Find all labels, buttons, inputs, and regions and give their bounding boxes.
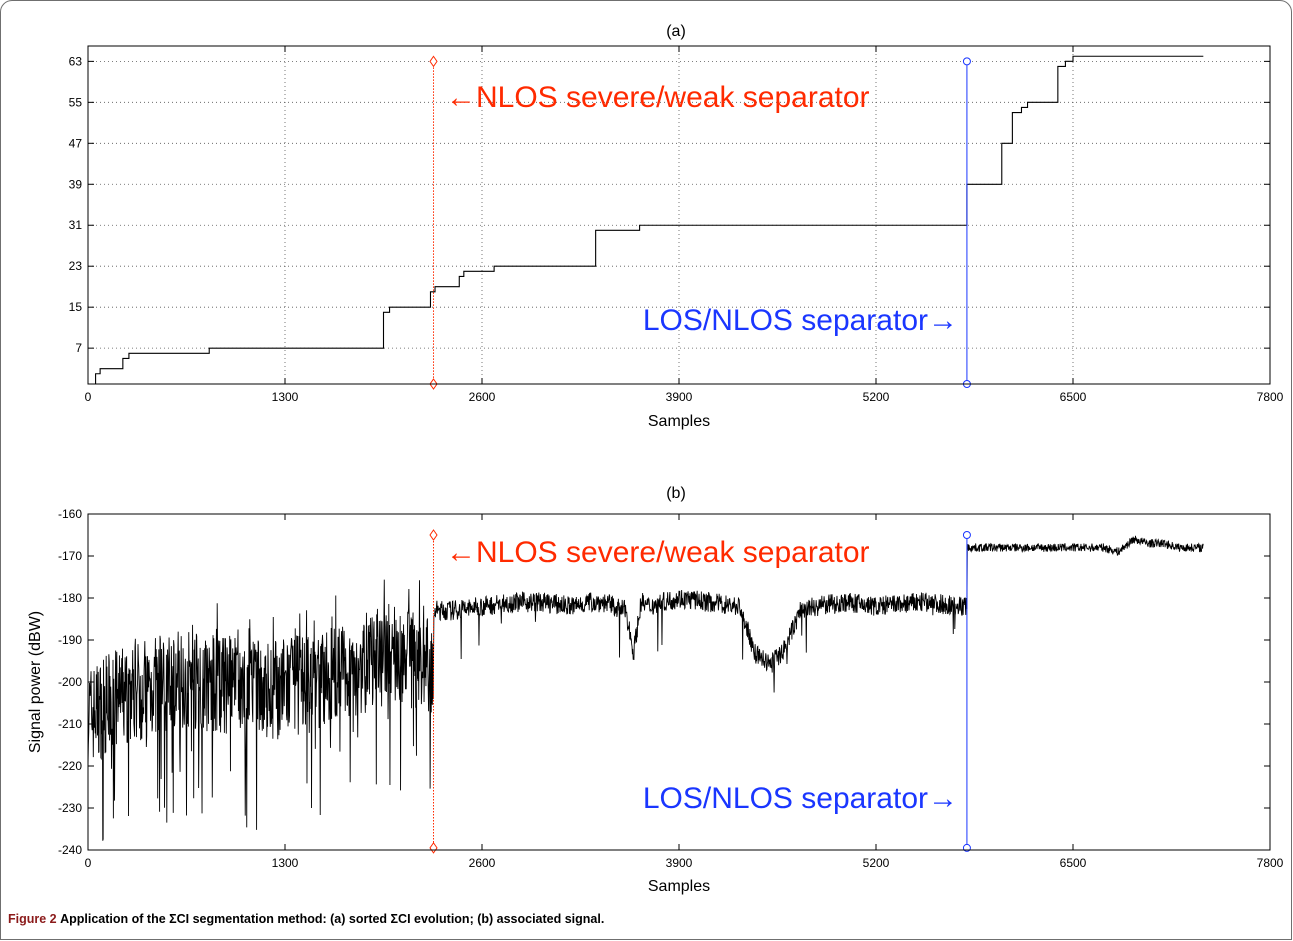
separator-marker-circle [962, 531, 971, 539]
x-tick-label: 1300 [272, 390, 299, 404]
series-line-0 [88, 55, 1204, 385]
figure-caption-label: Figure 2 [8, 912, 57, 926]
y-tick-label: -200 [58, 675, 82, 689]
y-tick-label: 23 [69, 259, 83, 273]
y-tick-label: -190 [58, 633, 82, 647]
panel-b: (b) 0 1300 2600 3900 5200 6500 7800 -240-230-2… [27, 485, 1284, 895]
y-tick-label: 63 [69, 54, 83, 68]
panel-b-y-label: Signal power (dBW) [27, 611, 44, 753]
panel-a: (a) 0 1300 2600 3900 5200 6500 7800 7 15 23 31 39 4… [69, 23, 1284, 430]
panel-b-title: (b) [666, 485, 686, 502]
panel-b-nlos-separator-label: ←NLOS severe/weak separator [446, 536, 870, 569]
separator-marker-diamond [429, 529, 438, 541]
x-tick-label: 6500 [1060, 390, 1087, 404]
y-tick-label: 39 [69, 177, 83, 191]
x-tick-label: 3900 [666, 390, 693, 404]
y-tick-label: -210 [58, 717, 82, 731]
panel-b-los-separator-label: LOS/NLOS separator→ [643, 782, 958, 815]
y-tick-label: 55 [69, 95, 83, 109]
panel-b-x-ticks: 0 1300 2600 3900 5200 6500 7800 [85, 514, 1284, 870]
separator-marker-circle [962, 57, 971, 66]
x-tick-label: 0 [85, 390, 92, 404]
x-tick-label: 0 [85, 856, 92, 870]
panel-b-series [87, 535, 1204, 841]
x-tick-label: 2600 [469, 390, 496, 404]
panel-a-x-label: Samples [648, 413, 710, 430]
x-tick-label: 2600 [469, 856, 496, 870]
figure-caption-text: Application of the ΣCI segmentation meth… [60, 912, 605, 926]
y-tick-label: -220 [58, 759, 82, 773]
separator-marker-diamond [429, 842, 438, 854]
x-tick-label: 3900 [666, 856, 693, 870]
y-tick-label: -180 [58, 591, 82, 605]
panel-a-los-separator-label: LOS/NLOS separator→ [643, 304, 958, 337]
y-tick-label: -230 [58, 801, 82, 815]
panel-b-x-label: Samples [648, 878, 710, 895]
y-tick-label: -240 [58, 843, 82, 857]
x-tick-label: 7800 [1257, 390, 1284, 404]
series-line-0 [87, 535, 1204, 841]
y-tick-label: 15 [69, 300, 83, 314]
panel-a-series [88, 55, 1204, 385]
x-tick-label: 5200 [863, 856, 890, 870]
y-tick-label: 31 [69, 218, 83, 232]
panel-a-x-ticks: 0 1300 2600 3900 5200 6500 7800 [85, 46, 1284, 404]
y-tick-label: 47 [69, 136, 83, 150]
figure-svg: (a) 0 1300 2600 3900 5200 6500 7800 7 15 23 31 39 4… [27, 23, 1284, 895]
separator-marker-diamond [429, 55, 438, 68]
x-tick-label: 6500 [1060, 856, 1087, 870]
x-tick-label: 1300 [272, 856, 299, 870]
panel-a-y-ticks: 7 15 23 31 39 47 55 63 [69, 54, 1270, 355]
panel-a-title: (a) [666, 23, 686, 40]
panel-b-y-ticks: -240 -230 -220 -210 -200 -190 -180 -170 -160 [58, 507, 1270, 857]
x-tick-label: 5200 [863, 390, 890, 404]
y-tick-label: 7 [75, 341, 82, 355]
x-tick-label: 7800 [1257, 856, 1284, 870]
y-tick-label: -170 [58, 549, 82, 563]
panel-a-nlos-separator-label: ←NLOS severe/weak separator [446, 81, 870, 114]
figure-caption: Figure 2 Application of the ΣCI segmenta… [8, 912, 604, 926]
y-tick-label: -160 [58, 507, 82, 521]
